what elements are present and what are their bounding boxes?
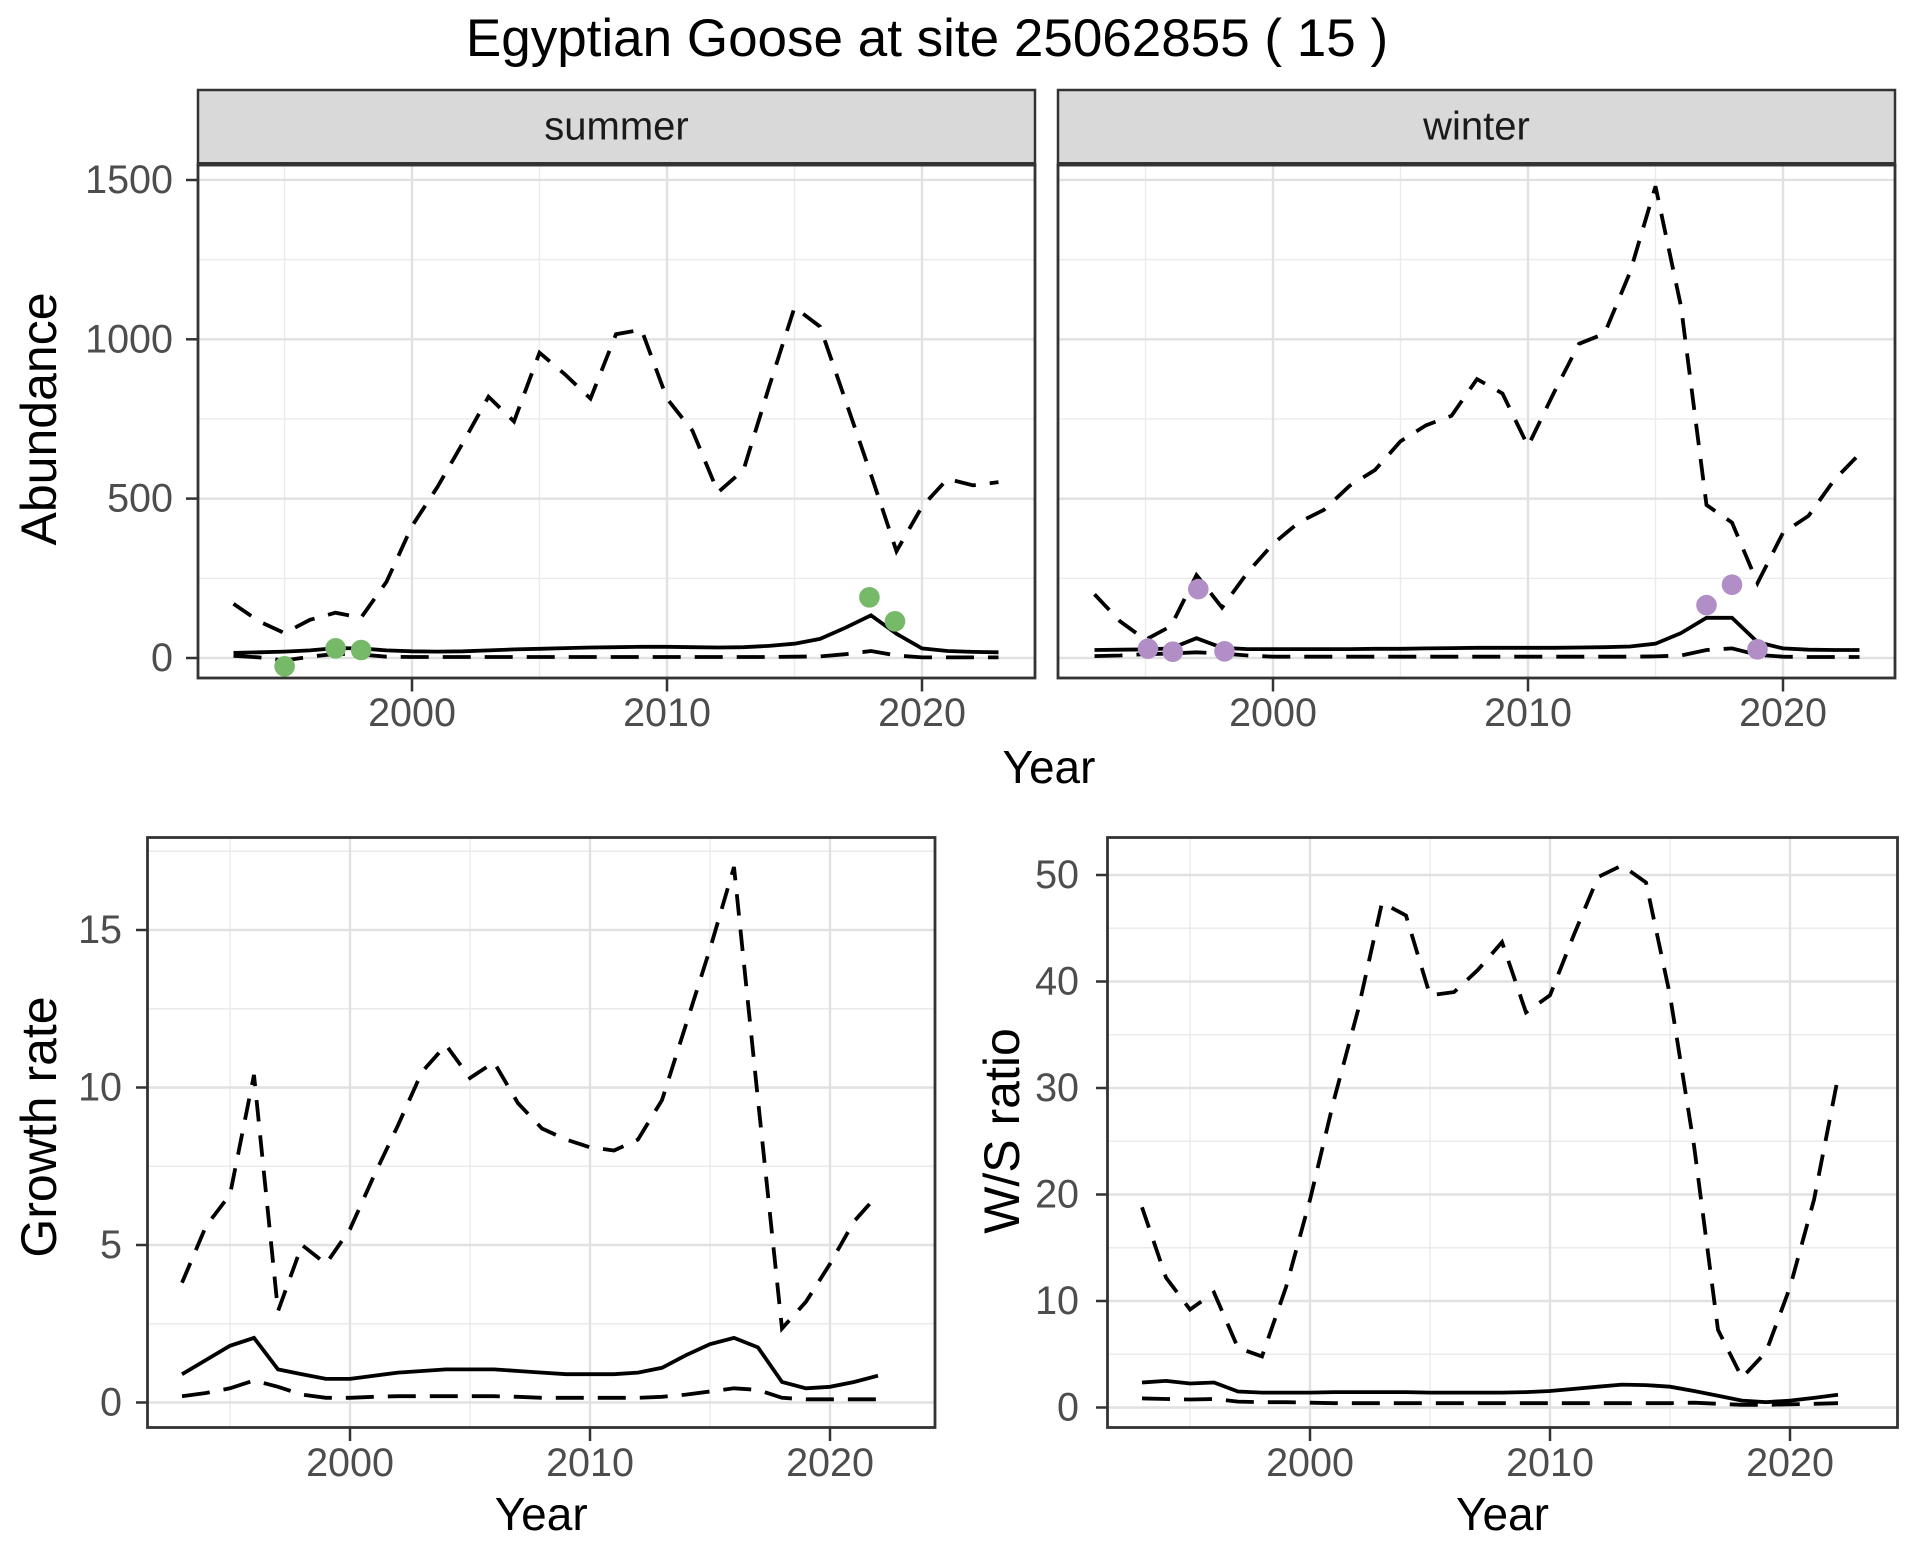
svg-text:500: 500 [107, 477, 173, 521]
svg-text:Year: Year [495, 1488, 588, 1540]
svg-text:2020: 2020 [878, 691, 966, 735]
svg-text:30: 30 [1035, 1066, 1079, 1110]
svg-text:10: 10 [78, 1066, 122, 1110]
svg-text:2000: 2000 [368, 691, 456, 735]
svg-text:2010: 2010 [1506, 1441, 1594, 1485]
svg-text:2020: 2020 [1739, 691, 1827, 735]
svg-text:summer: summer [544, 105, 688, 149]
svg-text:0: 0 [151, 636, 173, 680]
svg-text:1500: 1500 [85, 158, 173, 202]
svg-text:40: 40 [1035, 960, 1079, 1004]
svg-text:Egyptian Goose at site 2506285: Egyptian Goose at site 25062855 ( 15 ) [466, 9, 1388, 68]
svg-text:Growth rate: Growth rate [11, 996, 67, 1257]
svg-text:Year: Year [1003, 741, 1096, 793]
svg-text:1000: 1000 [85, 317, 173, 361]
svg-text:5: 5 [100, 1223, 122, 1267]
svg-text:Abundance: Abundance [11, 292, 67, 545]
svg-text:W/S ratio: W/S ratio [974, 1028, 1030, 1234]
svg-text:50: 50 [1035, 853, 1079, 897]
svg-text:20: 20 [1035, 1173, 1079, 1217]
svg-text:10: 10 [1035, 1279, 1079, 1323]
svg-text:Year: Year [1456, 1488, 1549, 1540]
svg-text:2020: 2020 [1746, 1441, 1834, 1485]
svg-text:2000: 2000 [1266, 1441, 1354, 1485]
svg-text:15: 15 [78, 908, 122, 952]
svg-text:2000: 2000 [306, 1441, 394, 1485]
svg-text:0: 0 [100, 1381, 122, 1425]
svg-text:2010: 2010 [623, 691, 711, 735]
svg-text:0: 0 [1057, 1386, 1079, 1430]
svg-text:2010: 2010 [1484, 691, 1572, 735]
svg-text:winter: winter [1422, 105, 1530, 149]
svg-text:2020: 2020 [786, 1441, 874, 1485]
svg-text:2010: 2010 [546, 1441, 634, 1485]
svg-text:2000: 2000 [1229, 691, 1317, 735]
